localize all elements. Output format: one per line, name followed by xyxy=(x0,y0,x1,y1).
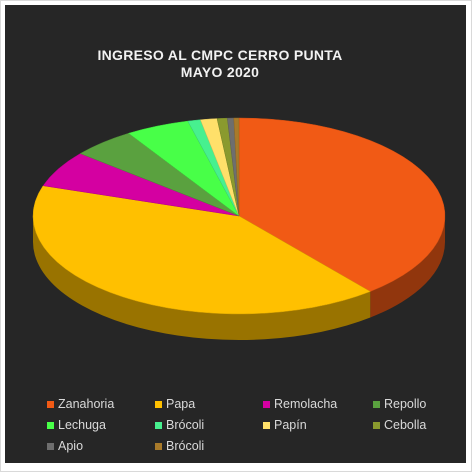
legend-label: Zanahoria xyxy=(58,397,115,411)
chart-area: INGRESO AL CMPC CERRO PUNTA MAYO 2020 Za… xyxy=(5,5,466,463)
pie-slice-br-coli-9 xyxy=(233,117,240,217)
chart-title: INGRESO AL CMPC CERRO PUNTA MAYO 2020 xyxy=(5,47,435,81)
legend-item-3: Repollo xyxy=(373,395,463,413)
pie-side-papa-1 xyxy=(33,216,371,340)
chart-legend: Zanahoria Papa Remolacha Repollo Lechuga Bróc… xyxy=(47,395,457,455)
legend-label: Lechuga xyxy=(58,418,106,432)
legend-swatch xyxy=(155,400,162,408)
legend-swatch xyxy=(47,421,54,429)
legend-item-6: Papín xyxy=(263,416,373,434)
legend-swatch xyxy=(263,421,270,429)
legend-label: Brócoli xyxy=(166,418,205,432)
pie-chart xyxy=(32,117,446,340)
legend-swatch xyxy=(47,442,54,450)
legend-swatch xyxy=(47,400,54,408)
legend-item-0: Zanahoria xyxy=(47,395,155,413)
pie-top xyxy=(32,117,446,315)
legend-item-8: Apio xyxy=(47,437,155,455)
legend-swatch xyxy=(373,400,380,408)
legend-item-7: Cebolla xyxy=(373,416,463,434)
legend-label: Papín xyxy=(274,418,307,432)
legend-label: Papa xyxy=(166,397,196,411)
legend-label: Cebolla xyxy=(384,418,427,432)
pie-side-walls xyxy=(33,216,445,340)
pie-side-zanahoria-0 xyxy=(370,216,445,318)
legend-swatch xyxy=(373,421,380,429)
legend-label: Repollo xyxy=(384,397,427,411)
legend-label: Apio xyxy=(58,439,84,453)
legend-item-5: Brócoli xyxy=(155,416,263,434)
legend-label: Brócoli xyxy=(166,439,205,453)
legend-item-4: Lechuga xyxy=(47,416,155,434)
pie-slice-papa-1 xyxy=(32,185,371,315)
legend-swatch xyxy=(263,400,270,408)
chart-title-line-2: MAYO 2020 xyxy=(180,64,260,80)
legend-item-1: Papa xyxy=(155,395,263,413)
legend-label: Remolacha xyxy=(274,397,338,411)
chart-title-line-1: INGRESO AL CMPC CERRO PUNTA xyxy=(97,47,343,63)
legend-swatch xyxy=(155,421,162,429)
pie-slice-zanahoria-0 xyxy=(238,117,446,292)
legend-item-2: Remolacha xyxy=(263,395,373,413)
legend-item-9: Brócoli xyxy=(155,437,263,455)
legend-swatch xyxy=(155,442,162,450)
